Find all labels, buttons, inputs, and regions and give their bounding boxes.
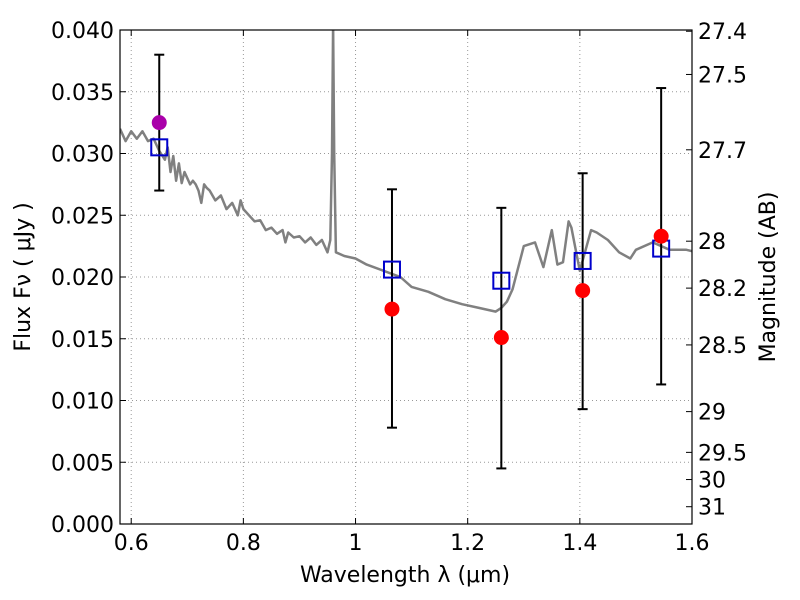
mag-tick-label: 27.4: [698, 20, 747, 45]
x-tick-label: 0.8: [226, 531, 261, 556]
x-tick-label: 1: [349, 531, 363, 556]
axis-ticks: 0.6 0.8 1 1.2 1.4 1.6 0.000 0.005 0.010 0.015 0.02…: [51, 19, 747, 556]
mag-tick-label: 27.5: [698, 63, 747, 88]
mag-tick-label: 29: [698, 401, 726, 426]
plot-frame-rect: [119, 29, 693, 525]
x-tick-label: 1.4: [562, 531, 597, 556]
y-tick-label: 0.025: [51, 204, 114, 229]
y-tick-label: 0.005: [51, 451, 114, 476]
x-tick-label: 1.6: [675, 531, 710, 556]
data-markers: [150, 53, 671, 470]
data-point-circle: [493, 330, 509, 346]
x-axis-label: Wavelength λ (μm): [300, 563, 510, 588]
y-tick-label: 0.020: [51, 266, 114, 291]
model-square-marker: [492, 271, 511, 290]
y-tick-label: 0.040: [51, 19, 114, 44]
data-point-circle: [384, 301, 400, 317]
plot-frame: [119, 29, 693, 525]
y-tick-label: 0.010: [51, 390, 114, 415]
mag-tick-label: 28.2: [698, 277, 747, 302]
x-tick-label: 0.6: [114, 531, 149, 556]
mag-tick-label: 28.5: [698, 334, 747, 359]
x-tick-label: 1.2: [450, 531, 485, 556]
y-tick-label: 0.015: [51, 328, 114, 353]
model-square-marker: [382, 260, 401, 279]
model-square-marker: [150, 138, 169, 157]
axis-labels: Wavelength λ (μm) Flux Fν ( μJy ) Magnit…: [11, 192, 781, 588]
data-point-circle: [151, 115, 167, 131]
y2-axis-label: Magnitude (AB): [756, 192, 781, 363]
spectrum-curve: [120, 30, 692, 313]
data-point-circle: [575, 283, 591, 299]
mag-tick-label: 27.7: [698, 139, 747, 164]
y-tick-label: 0.000: [51, 513, 114, 538]
grid-lines: [120, 30, 692, 524]
spectrum-line: [120, 30, 692, 313]
mag-tick-label: 28: [698, 230, 726, 255]
mag-tick-label: 29.5: [698, 441, 747, 466]
y-tick-label: 0.035: [51, 81, 114, 106]
model-square-marker: [573, 251, 592, 270]
data-point-circle: [653, 228, 669, 244]
mag-tick-label: 30: [698, 469, 726, 494]
mag-tick-label: 31: [698, 496, 726, 521]
y-tick-label: 0.030: [51, 143, 114, 168]
y-axis-label: Flux Fν ( μJy ): [11, 202, 36, 351]
